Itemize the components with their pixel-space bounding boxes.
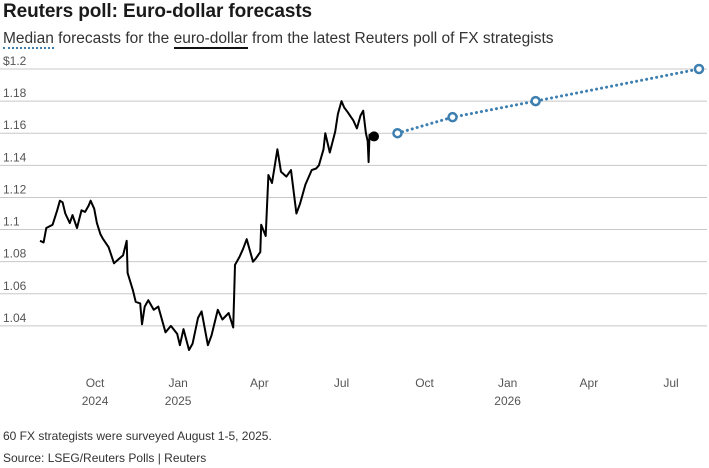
x-tick-year-label: 2025 bbox=[165, 394, 192, 408]
forecast-point bbox=[447, 111, 458, 123]
chart-subtitle: Median forecasts for the euro-dollar fro… bbox=[3, 30, 554, 49]
subtitle-text-1: forecasts for the bbox=[53, 30, 174, 47]
forecast-point bbox=[530, 95, 541, 107]
y-tick-label: 1.04 bbox=[3, 311, 27, 325]
legend-euro-dollar: euro-dollar bbox=[173, 30, 248, 49]
source-note: Source: LSEG/Reuters Polls | Reuters bbox=[3, 451, 207, 465]
y-tick-label: 1.18 bbox=[3, 86, 27, 100]
y-tick-label: $1.2 bbox=[3, 54, 27, 68]
y-tick-label: 1.14 bbox=[3, 150, 27, 164]
x-tick-year-label: 2026 bbox=[494, 394, 521, 408]
x-tick-label: Apr bbox=[580, 376, 599, 390]
y-tick-label: 1.16 bbox=[3, 118, 27, 132]
y-tick-label: 1.06 bbox=[3, 279, 27, 293]
x-tick-label: Oct bbox=[86, 376, 105, 390]
subtitle-text-2: from the latest Reuters poll of FX strat… bbox=[247, 30, 554, 47]
y-tick-label: 1.08 bbox=[3, 247, 27, 261]
x-tick-label: Jul bbox=[663, 376, 678, 390]
spot-line bbox=[39, 100, 375, 351]
line-chart: 1.04 1.06 1.08 1.1 1.12 1.14 1.16 1.18 $1.2 Oct 20… bbox=[0, 54, 707, 408]
x-tick-label: Oct bbox=[415, 376, 434, 390]
y-tick-label: 1.12 bbox=[3, 182, 27, 196]
x-tick-year-label: 2024 bbox=[82, 394, 109, 408]
latest-spot-dot bbox=[369, 131, 380, 142]
x-tick-label: Jan bbox=[168, 376, 187, 390]
forecast-line bbox=[396, 67, 701, 135]
survey-note: 60 FX strategists were surveyed August 1… bbox=[3, 429, 272, 443]
x-tick-label: Jul bbox=[334, 376, 349, 390]
forecast-point bbox=[392, 127, 403, 139]
x-tick-label: Apr bbox=[250, 376, 269, 390]
chart-title: Reuters poll: Euro-dollar forecasts bbox=[3, 1, 313, 22]
legend-median-forecast: Median bbox=[3, 30, 54, 49]
x-tick-label: Jan bbox=[498, 376, 517, 390]
forecast-point bbox=[693, 63, 705, 75]
y-tick-label: 1.1 bbox=[3, 215, 20, 229]
